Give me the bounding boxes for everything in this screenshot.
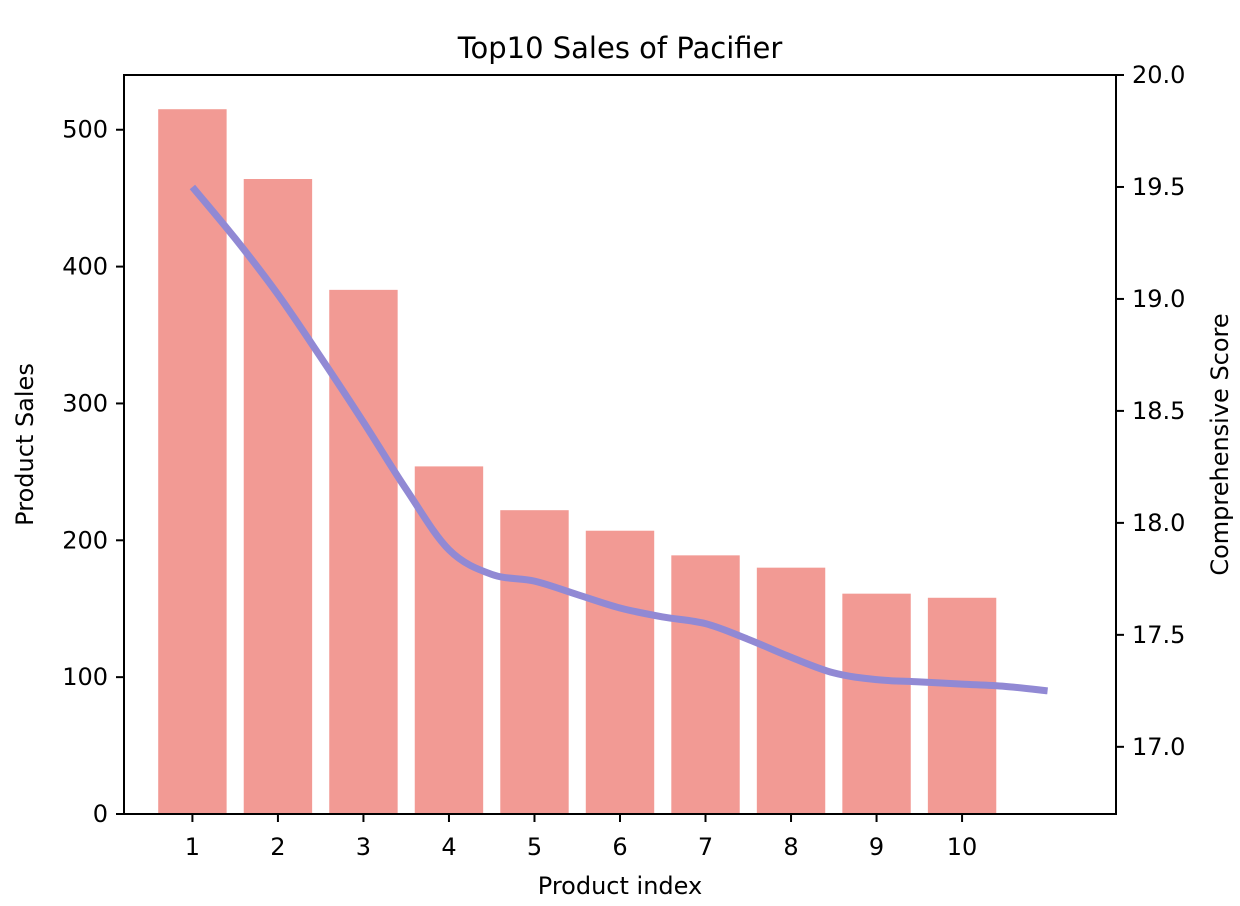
bar-6 [585, 530, 655, 814]
bars-layer [158, 109, 997, 815]
y2-axis-ticks: 17.0 17.5 18.0 18.5 19.0 19.5 20.0 [1116, 61, 1185, 761]
score-line [189, 184, 1048, 695]
bar-8 [756, 567, 826, 814]
x-axis-ticks: 1 2 3 4 5 6 7 8 9 10 [185, 814, 978, 861]
x-tick-label: 7 [698, 833, 713, 861]
x-tick-label: 3 [356, 833, 371, 861]
y-axis-label: Product Sales [11, 363, 39, 526]
x-tick-label: 8 [783, 833, 798, 861]
x-axis-label: Product index [538, 872, 702, 900]
x-tick-label: 4 [441, 833, 456, 861]
y-tick-label: 200 [62, 526, 108, 554]
y-tick-label: 100 [62, 663, 108, 691]
y2-tick-label: 19.0 [1132, 285, 1185, 313]
x-tick-label: 6 [612, 833, 627, 861]
y-tick-label: 400 [62, 253, 108, 281]
bar-1 [158, 109, 227, 815]
bar-2 [243, 179, 313, 815]
x-tick-label: 1 [185, 833, 200, 861]
x-tick-label: 2 [270, 833, 285, 861]
y2-axis-label: Comprehensive Score [1206, 313, 1234, 575]
y2-tick-label: 17.5 [1132, 621, 1185, 649]
y2-tick-label: 18.5 [1132, 397, 1185, 425]
bar-9 [842, 593, 911, 814]
y-tick-label: 500 [62, 116, 108, 144]
bar-7 [671, 555, 740, 814]
y-tick-label: 0 [93, 800, 108, 828]
x-tick-label: 5 [527, 833, 542, 861]
y-tick-label: 300 [62, 389, 108, 417]
x-tick-label: 10 [947, 833, 978, 861]
y2-tick-label: 20.0 [1132, 61, 1185, 89]
bar-5 [500, 510, 569, 814]
y-axis-ticks: 0 100 200 300 400 500 [62, 116, 124, 828]
chart-title: Top10 Sales of Pacifier [457, 31, 783, 65]
y2-tick-label: 17.0 [1132, 733, 1185, 761]
y2-tick-label: 19.5 [1132, 173, 1185, 201]
bar-3 [329, 289, 398, 814]
line-layer [189, 184, 1048, 695]
bar-10 [927, 597, 997, 814]
x-tick-label: 9 [869, 833, 884, 861]
y2-tick-label: 18.0 [1132, 509, 1185, 537]
